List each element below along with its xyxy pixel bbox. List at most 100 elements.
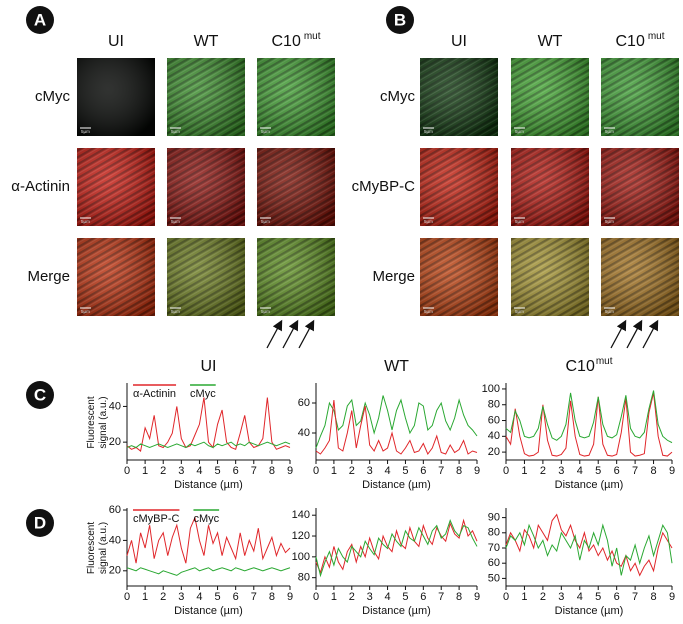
x-tick-label: 7	[251, 465, 257, 477]
micrograph-shading	[167, 148, 245, 226]
x-tick-label: 6	[614, 591, 620, 603]
scale-bar-label: 5µm	[605, 129, 614, 134]
arrow	[282, 319, 299, 349]
legend-label: cMyc	[193, 513, 219, 525]
scale-bar-label: 5µm	[261, 219, 270, 224]
row-label: cMyBP-C	[352, 178, 416, 195]
micrograph-shading	[257, 238, 335, 316]
chart-title-text: UI	[201, 358, 217, 375]
x-tick-label: 5	[214, 465, 220, 477]
column-label: WT	[194, 33, 219, 50]
y-tick-label: 50	[488, 572, 500, 584]
y-tick-label: 100	[482, 383, 500, 395]
scale-bar-label: 5µm	[424, 309, 433, 314]
y-axis-label-line: Fluorescent	[86, 396, 97, 448]
arrow	[626, 319, 643, 349]
x-tick-label: 5	[214, 591, 220, 603]
y-tick-label: 60	[298, 397, 310, 409]
x-tick-label: 6	[614, 465, 620, 477]
x-tick-label: 5	[595, 465, 601, 477]
x-tick-label: 1	[331, 591, 337, 603]
arrow	[266, 319, 283, 349]
column-label: UI	[108, 33, 124, 50]
x-tick-label: 9	[669, 591, 675, 603]
column-label-superscript: mut	[304, 31, 321, 42]
panel-letter: D	[34, 513, 46, 532]
chart-title: WT	[384, 358, 409, 375]
column-label-superscript: mut	[648, 31, 665, 42]
x-tick-label: 8	[269, 465, 275, 477]
y-tick-label: 20	[488, 446, 500, 458]
x-tick-label: 9	[474, 465, 480, 477]
series-line	[505, 513, 673, 577]
series-line	[505, 390, 673, 444]
y-tick-label: 120	[292, 530, 310, 542]
micrograph-shading	[167, 58, 245, 136]
x-tick-label: 6	[420, 591, 426, 603]
column-label: WT	[538, 33, 563, 50]
y-axis-label: Fluorescentsignal (a.u.)	[86, 396, 109, 448]
scale-bar-label: 5µm	[261, 129, 270, 134]
x-tick-label: 7	[438, 591, 444, 603]
series-line	[126, 397, 291, 452]
micrograph-shading	[257, 58, 335, 136]
scale-bar-label: 5µm	[81, 309, 90, 314]
x-tick-label: 4	[196, 591, 202, 603]
x-tick-label: 0	[124, 591, 130, 603]
x-tick-label: 3	[558, 591, 564, 603]
column-label: UI	[451, 33, 467, 50]
row-label: Merge	[372, 268, 415, 285]
x-tick-label: 8	[650, 465, 656, 477]
legend-label: α-Actinin	[133, 388, 176, 400]
x-tick-label: 6	[233, 465, 239, 477]
scale-bar-label: 5µm	[424, 129, 433, 134]
x-axis-label: Distance (µm)	[555, 605, 624, 617]
x-tick-label: 6	[420, 465, 426, 477]
y-axis-label-line: signal (a.u.)	[98, 396, 109, 448]
y-axis-label-line: signal (a.u.)	[98, 522, 109, 574]
y-tick-label: 40	[109, 534, 121, 546]
x-tick-label: 2	[540, 591, 546, 603]
scale-bar-label: 5µm	[424, 219, 433, 224]
arrow	[610, 319, 627, 349]
x-tick-label: 0	[313, 591, 319, 603]
scale-bar-label: 5µm	[171, 219, 180, 224]
x-tick-label: 3	[178, 591, 184, 603]
x-tick-label: 0	[503, 465, 509, 477]
x-tick-label: 4	[577, 465, 583, 477]
y-tick-label: 140	[292, 509, 310, 521]
x-tick-label: 4	[577, 591, 583, 603]
x-tick-label: 7	[632, 591, 638, 603]
micrograph-shading	[420, 58, 498, 136]
y-tick-label: 60	[488, 414, 500, 426]
scale-bar-label: 5µm	[81, 129, 90, 134]
y-tick-label: 80	[298, 572, 310, 584]
micrograph-shading	[511, 58, 589, 136]
y-tick-label: 70	[488, 542, 500, 554]
x-tick-label: 8	[650, 591, 656, 603]
x-axis-label: Distance (µm)	[362, 479, 431, 491]
x-tick-label: 4	[196, 465, 202, 477]
panel-letter-badge	[26, 6, 54, 34]
column-label-text: UI	[108, 33, 124, 50]
column-label-text: UI	[451, 33, 467, 50]
y-axis-label: Fluorescentsignal (a.u.)	[86, 522, 109, 574]
x-tick-label: 1	[331, 465, 337, 477]
micrograph-shading	[511, 238, 589, 316]
x-axis-label: Distance (µm)	[174, 605, 243, 617]
x-tick-label: 5	[595, 591, 601, 603]
x-tick-label: 5	[402, 591, 408, 603]
y-tick-label: 60	[109, 504, 121, 516]
x-tick-label: 7	[251, 591, 257, 603]
column-label-text: WT	[194, 33, 219, 50]
row-label: cMyc	[380, 88, 415, 105]
x-tick-label: 3	[178, 465, 184, 477]
x-tick-label: 8	[456, 465, 462, 477]
column-label-text: C10	[271, 33, 300, 50]
y-tick-label: 100	[292, 551, 310, 563]
panel-letter: C	[34, 385, 46, 404]
series-line	[126, 515, 291, 564]
x-tick-label: 7	[632, 465, 638, 477]
x-tick-label: 1	[521, 591, 527, 603]
